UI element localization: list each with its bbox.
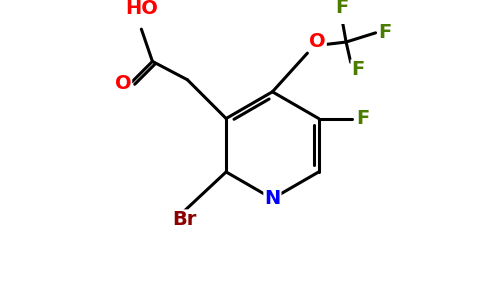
Text: F: F xyxy=(378,23,392,42)
Text: HO: HO xyxy=(125,0,158,18)
Text: O: O xyxy=(309,32,326,51)
Text: Br: Br xyxy=(173,210,197,229)
Text: F: F xyxy=(351,60,365,79)
Text: O: O xyxy=(115,74,131,93)
Text: N: N xyxy=(264,189,281,208)
Text: F: F xyxy=(335,0,348,16)
Text: F: F xyxy=(356,109,369,128)
